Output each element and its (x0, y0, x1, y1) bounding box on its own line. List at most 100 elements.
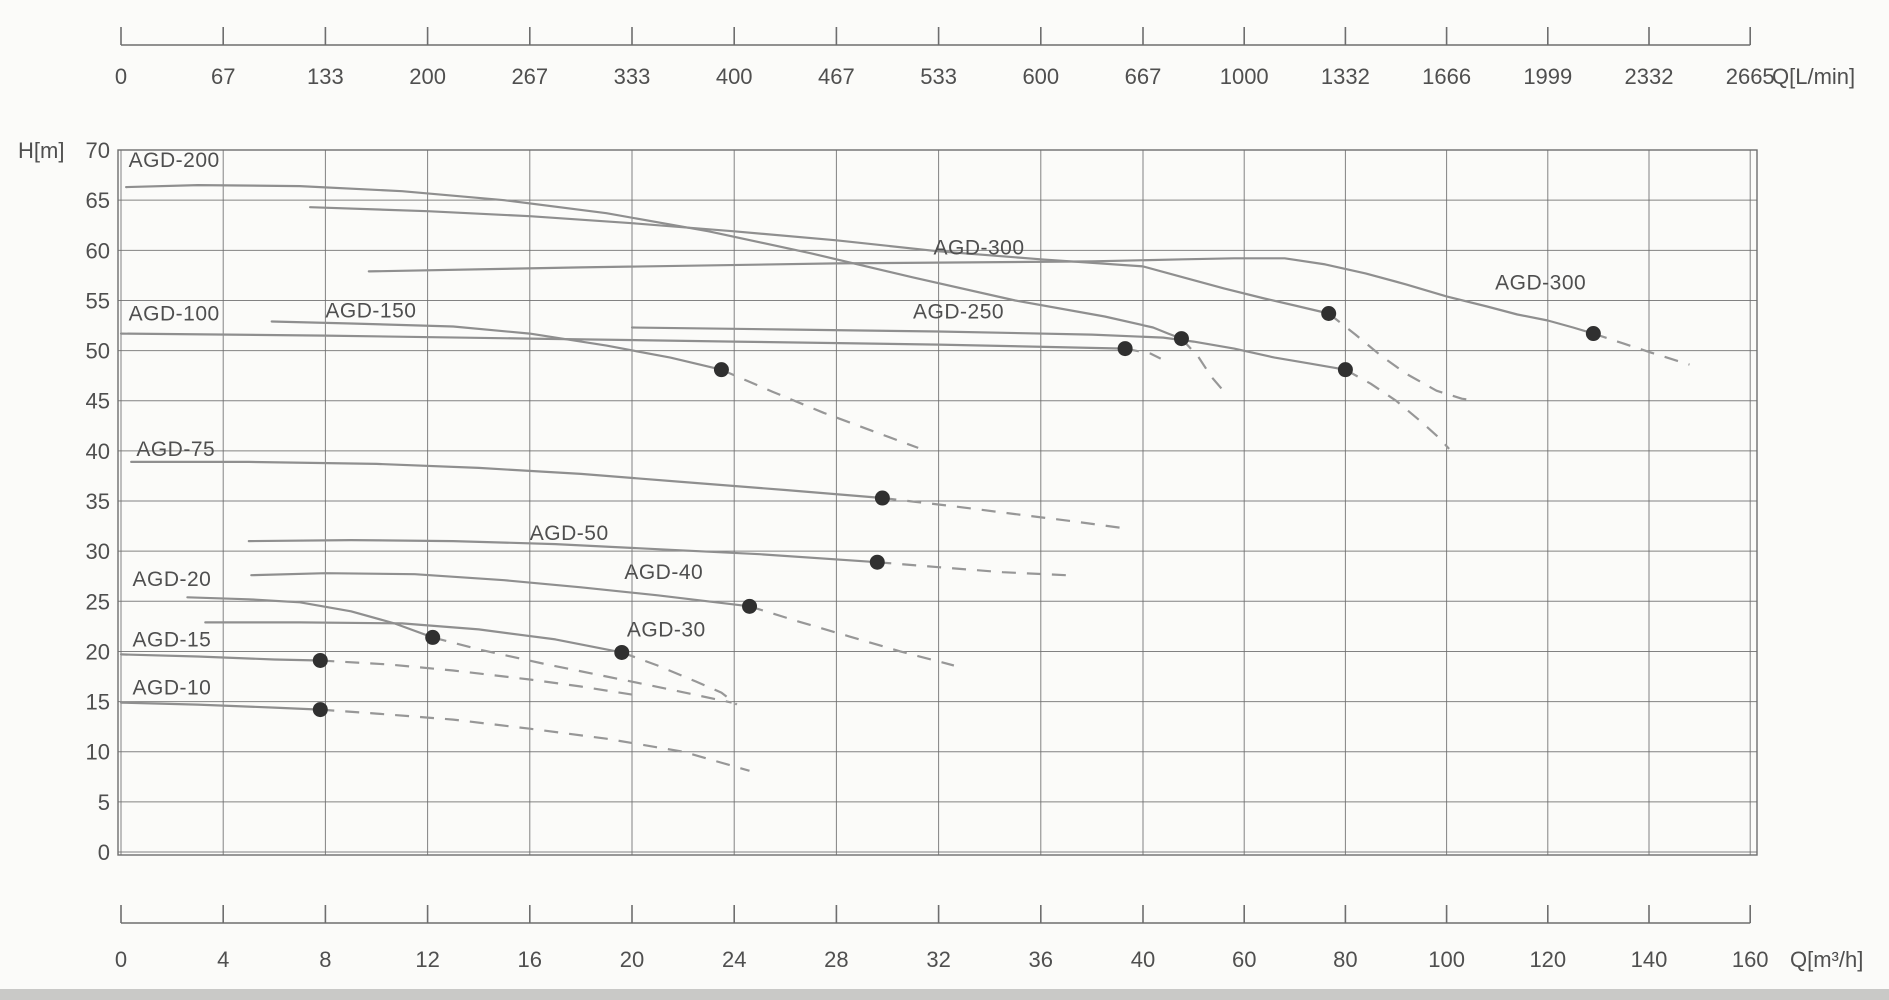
ruler-tick-label: 0 (115, 947, 127, 972)
curve-dashed-agd-30 (621, 651, 738, 706)
head-tick-label: 30 (86, 539, 110, 564)
duty-point-agd-10 (312, 702, 328, 718)
curve-solid-agd-10 (119, 701, 322, 711)
ruler-tick-label: 120 (1529, 947, 1566, 972)
head-tick-label: 15 (86, 690, 110, 715)
top-flow-axis-ruler: 0 67 133 200 267 333 400 467 533 600 667 1000 1332 16… (115, 27, 1775, 89)
head-tick-label: 35 (86, 489, 110, 514)
head-tick-label: 0 (98, 840, 110, 865)
curve-label-agd-250: AGD-250 (913, 300, 1004, 323)
ruler-tick-label: 1000 (1220, 64, 1269, 89)
ruler-tick-label: 140 (1631, 947, 1668, 972)
curve-solid-agd-75 (130, 460, 884, 500)
bottom-flow-axis-ruler: 0 4 8 12 16 20 24 28 32 36 40 60 80 100 120 140 160 (115, 905, 1769, 972)
bottom-axis-unit-label: Q[m³/h] (1790, 947, 1863, 972)
duty-point-agd-75 (874, 490, 890, 506)
curve-dashed-agd-300 (1592, 332, 1690, 366)
ruler-tick-label: 24 (722, 947, 746, 972)
ruler-tick-label: 2332 (1625, 64, 1674, 89)
head-tick-label: 5 (98, 790, 110, 815)
ruler-tick-label: 60 (1232, 947, 1256, 972)
curve-label-agd-150: AGD-150 (325, 299, 416, 322)
curve-label-agd-15: AGD-15 (132, 628, 211, 651)
curve-dashed-agd-40 (749, 605, 955, 667)
curve-solid-agd-150 (270, 320, 723, 371)
ruler-tick-label: 0 (115, 64, 127, 89)
curve-dashed-agd-50 (877, 561, 1067, 577)
head-tick-label: 45 (86, 389, 110, 414)
ruler-tick-label: 12 (415, 947, 439, 972)
curve-label-agd-10: AGD-10 (132, 677, 211, 700)
curve-label-agd-75: AGD-75 (136, 438, 215, 461)
duty-point-agd-200 (1173, 331, 1189, 347)
curve-label-agd-100: AGD-100 (129, 302, 220, 325)
scan-edge-band (0, 989, 1889, 1000)
ruler-tick-label: 600 (1022, 64, 1059, 89)
curve-dashed-agd-15 (320, 659, 633, 696)
curve-solid-agd-20 (186, 596, 434, 639)
head-tick-label: 65 (86, 188, 110, 213)
duty-point-agd-40 (742, 598, 758, 614)
duty-point-agd-300 (1321, 305, 1337, 321)
curve-label-agd-30: AGD-30 (627, 618, 706, 641)
curve-solid-agd-100 (119, 332, 1127, 350)
duty-point-agd-30 (614, 644, 630, 660)
duty-point-agd-15 (312, 652, 328, 668)
ruler-tick-label: 333 (614, 64, 651, 89)
ruler-tick-label: 467 (818, 64, 855, 89)
curve-label-agd-300: AGD-300 (933, 236, 1024, 259)
ruler-tick-label: 80 (1333, 947, 1357, 972)
ruler-tick-label: 667 (1125, 64, 1162, 89)
y-axis-unit-label: H[m] (18, 138, 64, 163)
ruler-tick-label: 16 (518, 947, 542, 972)
ruler-tick-label: 4 (217, 947, 229, 972)
curve-label-agd-300: AGD-300 (1495, 271, 1586, 294)
curve-solid-agd-250 (630, 326, 1347, 371)
duty-point-agd-150 (713, 362, 729, 378)
ruler-tick-label: 133 (307, 64, 344, 89)
pump-curves (119, 184, 1690, 772)
ruler-tick-label: 100 (1428, 947, 1465, 972)
curve-dashed-agd-150 (720, 368, 919, 449)
ruler-tick-label: 200 (409, 64, 446, 89)
curve-solid-agd-300 (309, 206, 1330, 315)
curve-dashed-agd-200 (1180, 337, 1230, 398)
ruler-tick-label: 160 (1732, 947, 1769, 972)
curve-dashed-agd-100 (1124, 347, 1162, 360)
top-axis-unit-label: Q[L/min] (1772, 64, 1855, 89)
curve-dashed-agd-300 (1328, 312, 1478, 402)
curve-solid-agd-50 (247, 539, 879, 564)
duty-point-agd-20 (425, 629, 441, 645)
ruler-tick-label: 267 (511, 64, 548, 89)
curve-solid-agd-15 (119, 653, 322, 662)
ruler-tick-label: 1332 (1321, 64, 1370, 89)
ruler-tick-label: 28 (824, 947, 848, 972)
curve-dashed-agd-20 (432, 636, 732, 704)
duty-point-agd-50 (869, 554, 885, 570)
pump-model-labels: AGD-10 AGD-15 AGD-20 AGD-30 AGD-40 AGD-50 AGD-… (129, 149, 1586, 700)
ruler-tick-label: 400 (716, 64, 753, 89)
ruler-tick-label: 40 (1131, 947, 1155, 972)
duty-point-agd-250 (1337, 362, 1353, 378)
head-tick-label: 60 (86, 238, 110, 263)
curve-solid-agd-40 (250, 572, 751, 608)
ruler-tick-label: 8 (319, 947, 331, 972)
curve-label-agd-40: AGD-40 (624, 561, 703, 584)
head-tick-label: 70 (86, 138, 110, 163)
duty-point-agd-100 (1117, 341, 1133, 357)
ruler-tick-label: 1999 (1523, 64, 1572, 89)
head-tick-label: 20 (86, 639, 110, 664)
curve-solid-agd-30 (204, 621, 623, 654)
ruler-tick-label: 32 (926, 947, 950, 972)
curve-dashed-agd-250 (1344, 368, 1450, 450)
curve-label-agd-200: AGD-200 (129, 149, 220, 172)
ruler-tick-label: 20 (620, 947, 644, 972)
duty-point-agd-300 (1585, 326, 1601, 342)
ruler-tick-label: 533 (920, 64, 957, 89)
curve-solid-agd-200 (125, 184, 1183, 340)
curve-label-agd-20: AGD-20 (132, 568, 211, 591)
ruler-tick-label: 1666 (1422, 64, 1471, 89)
